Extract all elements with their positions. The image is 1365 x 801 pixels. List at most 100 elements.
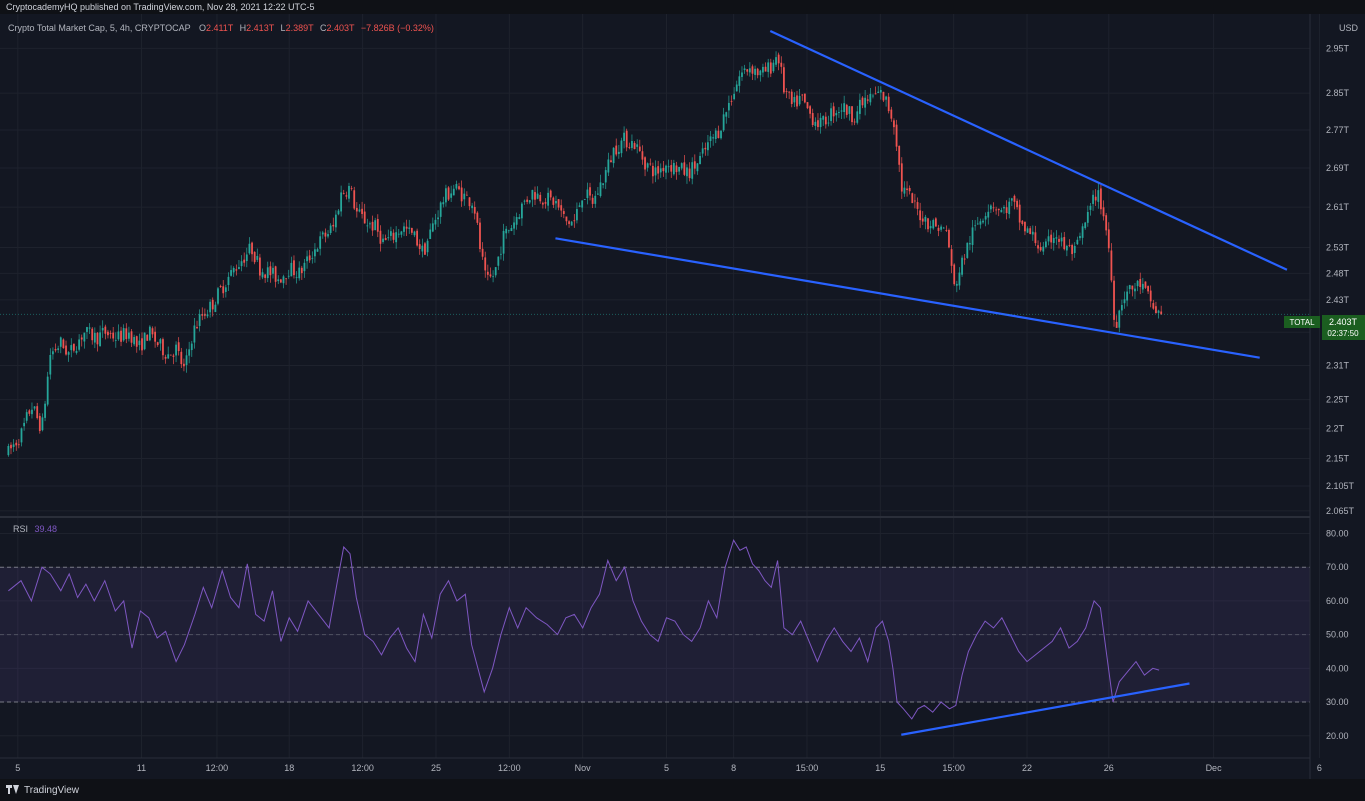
candle-body — [921, 218, 924, 222]
candle-body — [52, 351, 54, 355]
candle-body — [699, 155, 701, 165]
time-tick-label: 12:00 — [351, 763, 374, 773]
candle-body — [439, 202, 442, 217]
candle-body — [1018, 204, 1021, 223]
candle-body — [890, 109, 893, 119]
candle-body — [80, 337, 83, 340]
candle-body — [814, 121, 817, 126]
candle-body — [984, 216, 987, 220]
candle-body — [696, 163, 699, 172]
candle-body — [654, 167, 657, 176]
candle-body — [515, 217, 518, 225]
candle-body — [206, 314, 209, 317]
candle-body — [83, 332, 86, 342]
candle-body — [586, 189, 589, 198]
candle-body — [109, 333, 112, 334]
candle-body — [72, 343, 75, 351]
candle-body — [945, 230, 948, 231]
candle-body — [1141, 283, 1144, 290]
candle-body — [1024, 221, 1026, 232]
candle-body — [869, 93, 872, 103]
candle-body — [434, 219, 437, 225]
candle-body — [143, 332, 146, 350]
candle-body — [652, 165, 654, 177]
candle-body — [534, 192, 536, 200]
candle-body — [898, 145, 901, 165]
candle-body — [156, 342, 159, 346]
candle-body — [172, 355, 175, 357]
candle-body — [599, 182, 602, 197]
candle-body — [851, 106, 853, 123]
candle-body — [1118, 310, 1121, 328]
candle-body — [803, 93, 806, 103]
candle-body — [465, 194, 468, 196]
candle-body — [982, 220, 984, 223]
price-tick-label: 2.105T — [1326, 481, 1355, 491]
candle-body — [987, 211, 990, 218]
rsi-axis[interactable]: 80.00 70.00 60.00 50.00 40.00 30.00 20.00 — [1326, 528, 1349, 740]
price-tick-label: 2.77T — [1326, 125, 1350, 135]
candle-body — [1094, 196, 1097, 201]
candle-body — [1055, 237, 1058, 239]
candle-body — [502, 230, 505, 254]
candle-body — [665, 165, 667, 173]
candle-body — [840, 110, 843, 112]
candle-body — [112, 332, 115, 339]
candle-body — [720, 130, 722, 139]
candle-body — [688, 168, 691, 179]
candle-body — [1136, 280, 1139, 287]
candle-body — [589, 187, 591, 196]
candle-body — [146, 334, 149, 341]
candle-body — [28, 410, 31, 414]
candle-body — [460, 187, 463, 202]
candle-body — [65, 345, 67, 355]
candle-body — [979, 221, 982, 225]
candle-body — [670, 165, 673, 172]
candle-body — [122, 328, 125, 341]
time-axis[interactable]: 5 11 12:00 18 12:00 25 12:00 Nov 5 8 15:00 15 15:00 2… — [15, 763, 1322, 773]
candle-body — [942, 227, 945, 229]
candle-body — [754, 68, 756, 75]
candle-body — [101, 328, 104, 331]
candle-body — [486, 271, 489, 275]
candle-body — [950, 249, 953, 266]
candle-body — [510, 228, 513, 232]
candle-body — [256, 255, 259, 260]
candle-body — [201, 314, 204, 316]
price-trendlines[interactable] — [555, 29, 1288, 359]
candle-body — [848, 106, 851, 114]
candle-body — [494, 267, 497, 276]
price-tick-label: 2.61T — [1326, 202, 1350, 212]
candle-body — [746, 69, 749, 72]
chart-canvas[interactable]: 2.95T 2.85T 2.77T 2.69T 2.61T 2.53T 2.48T 2.43T… — [0, 14, 1365, 779]
candle-body — [866, 99, 869, 101]
candle-body — [541, 202, 544, 205]
candle-body — [633, 143, 636, 150]
candle-body — [217, 288, 219, 304]
candlestick-series[interactable] — [7, 51, 1163, 457]
rsi-trendlines[interactable] — [901, 682, 1190, 736]
candle-body — [919, 210, 922, 221]
candle-body — [612, 147, 615, 164]
candle-body — [552, 197, 555, 205]
candle-body — [882, 91, 885, 101]
candle-body — [117, 331, 120, 340]
candle-body — [1086, 211, 1089, 223]
candle-body — [1160, 311, 1163, 315]
candle-body — [392, 232, 395, 240]
candle-body — [735, 84, 738, 92]
candle-body — [518, 217, 521, 219]
candle-body — [992, 207, 995, 209]
candle-body — [400, 231, 403, 235]
rsi-line[interactable] — [8, 539, 1160, 720]
candle-body — [1100, 188, 1102, 210]
candle-body — [141, 338, 143, 351]
candle-body — [75, 351, 78, 353]
candle-body — [544, 202, 547, 204]
candle-body — [154, 331, 157, 342]
tradingview-logo[interactable]: TradingView — [6, 785, 79, 796]
candle-body — [560, 205, 563, 211]
candle-body — [1115, 321, 1118, 328]
candle-body — [337, 210, 340, 215]
candle-body — [895, 124, 898, 147]
